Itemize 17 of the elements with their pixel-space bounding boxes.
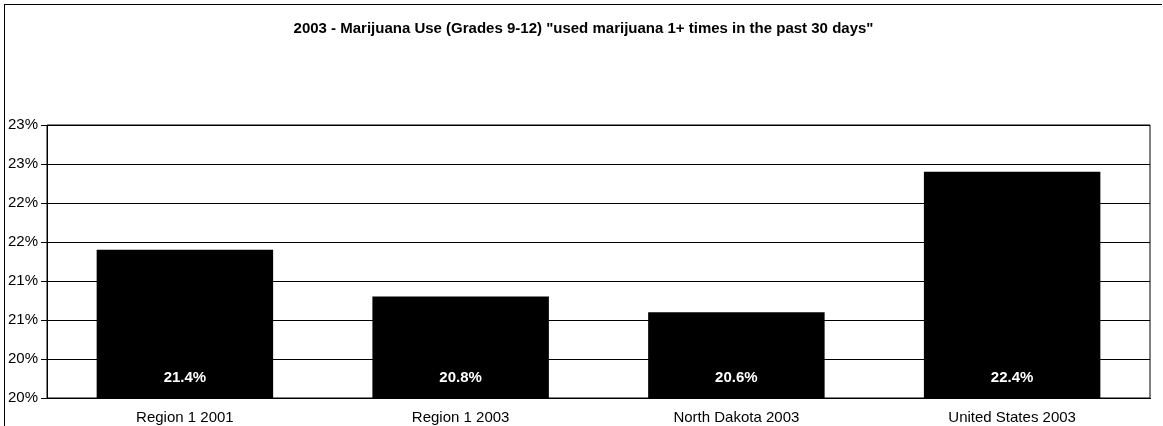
data-label: 21.4% xyxy=(163,368,207,386)
y-tick-label: 22% xyxy=(7,193,39,211)
x-tick-label: North Dakota 2003 xyxy=(673,408,800,426)
y-tick-label: 23% xyxy=(7,115,39,133)
data-label: 20.6% xyxy=(715,368,758,386)
y-tick-label: 22% xyxy=(7,232,39,250)
y-tick-label: 21% xyxy=(7,310,39,328)
data-label: 20.8% xyxy=(439,368,482,386)
x-tick-label: United States 2003 xyxy=(948,408,1076,426)
data-label: 22.4% xyxy=(990,368,1034,386)
x-tick-label: Region 1 2001 xyxy=(136,408,234,426)
y-tick-label: 20% xyxy=(7,388,39,406)
y-tick-label: 23% xyxy=(7,154,39,172)
y-tick-label: 20% xyxy=(7,349,39,367)
x-tick-label: Region 1 2003 xyxy=(411,408,510,426)
y-tick-label: 21% xyxy=(7,271,39,289)
chart-title: 2003 - Marijuana Use (Grades 9-12) "used marijuana 1+ times in the past 30 days" xyxy=(292,19,875,36)
